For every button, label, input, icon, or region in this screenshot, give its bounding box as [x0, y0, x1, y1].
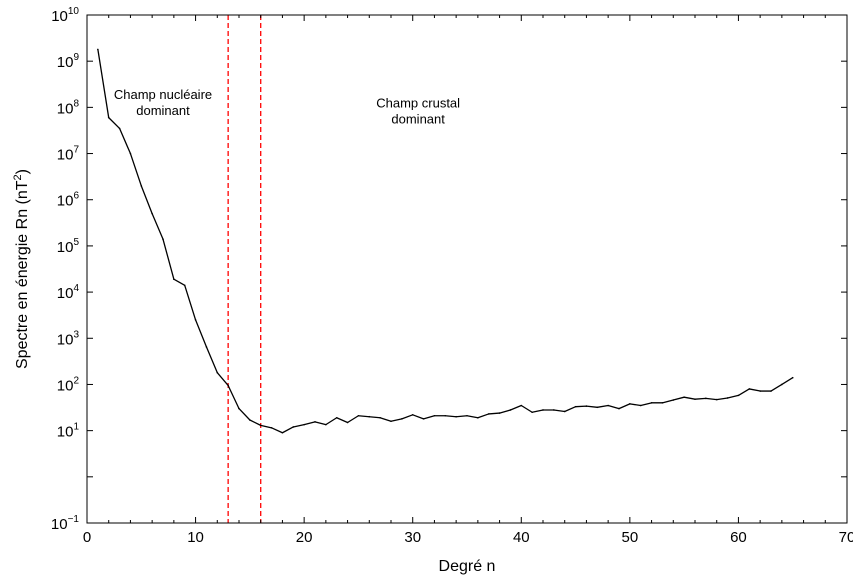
data-point	[238, 407, 240, 410]
y-tick-label: 107	[57, 145, 80, 164]
data-point	[97, 48, 99, 51]
data-point	[129, 152, 132, 155]
data-point	[422, 418, 425, 420]
data-point	[737, 394, 740, 397]
region-markers	[227, 15, 262, 523]
data-point	[596, 406, 599, 409]
data-point	[173, 278, 175, 281]
y-tick-label: 104	[57, 283, 80, 302]
data-point	[618, 407, 620, 410]
axis-ticks	[86, 14, 848, 524]
data-point	[357, 414, 360, 417]
data-point	[498, 412, 501, 414]
data-point	[216, 371, 219, 374]
data-point	[303, 423, 305, 426]
data-point	[553, 409, 555, 411]
data-point	[574, 405, 577, 408]
data-point	[455, 415, 457, 418]
data-point	[401, 418, 403, 420]
data-point	[683, 396, 685, 398]
data-point	[791, 376, 794, 379]
data-point	[433, 414, 436, 417]
data-point	[542, 409, 544, 411]
data-point	[444, 414, 447, 417]
data-point	[314, 421, 316, 423]
data-point	[335, 416, 338, 419]
series-layer	[97, 48, 794, 434]
x-tick-labels: 0 10 20 30 40 50 60 70	[83, 529, 853, 546]
data-point	[140, 185, 143, 187]
data-point	[726, 397, 729, 399]
y-tick-label: 108	[57, 98, 80, 117]
x-tick-label: 70	[839, 529, 853, 546]
data-point	[748, 388, 751, 390]
data-point	[520, 404, 523, 407]
data-point	[292, 426, 295, 428]
data-point	[563, 410, 566, 413]
x-tick-label: 40	[513, 529, 530, 546]
y-axis-label: Spectre en énergie Rn (nT2)	[12, 169, 31, 369]
y-tick-label: 1010	[51, 6, 79, 25]
data-point	[194, 319, 197, 321]
data-point	[770, 390, 772, 392]
data-point	[629, 403, 631, 405]
data-point	[162, 238, 164, 240]
y-tick-label: 102	[57, 375, 80, 394]
data-point	[585, 405, 588, 407]
y-tick-label: 106	[57, 191, 80, 210]
x-tick-label: 10	[187, 529, 204, 546]
x-tick-label: 50	[622, 529, 639, 546]
x-tick-label: 60	[730, 529, 747, 546]
data-point	[607, 404, 609, 407]
data-point	[325, 423, 327, 426]
annotation-2: Champ crustal dominant	[376, 95, 460, 126]
annotations: Champ nucléaire dominant Champ crustal domi…	[114, 87, 460, 126]
data-point	[715, 398, 718, 401]
data-point	[346, 421, 349, 424]
data-point	[249, 419, 251, 421]
data-point	[259, 424, 262, 427]
data-point	[227, 384, 229, 387]
annotation-1: Champ nucléaire dominant	[114, 87, 212, 118]
data-point	[650, 402, 653, 404]
y-tick-label: 103	[57, 329, 80, 348]
y-tick-label: 105	[57, 237, 80, 256]
data-point	[509, 409, 512, 411]
plot-frame	[86, 14, 848, 524]
x-tick-label: 20	[296, 529, 313, 546]
x-tick-label: 0	[83, 529, 91, 546]
data-point	[205, 346, 208, 348]
x-tick-label: 30	[404, 529, 421, 546]
data-point	[379, 416, 381, 419]
data-point	[390, 420, 392, 423]
x-axis-label: Degré n	[439, 558, 496, 575]
y-tick-label: 101	[57, 422, 80, 441]
data-point	[118, 127, 121, 130]
data-point	[368, 415, 371, 418]
data-point	[151, 212, 153, 215]
data-point	[705, 397, 707, 400]
data-point	[411, 414, 414, 416]
data-point	[107, 116, 110, 119]
data-point	[661, 402, 664, 404]
y-tick-label: 109	[57, 52, 80, 71]
data-point	[694, 398, 696, 400]
data-point	[639, 404, 642, 407]
data-point	[531, 411, 533, 414]
y-tick-labels: 10−1 101 102 103 104 105 106 107 108 109 1010	[51, 6, 80, 533]
data-point	[781, 383, 783, 386]
data-point	[477, 416, 479, 419]
data-point	[270, 427, 273, 429]
data-point	[281, 431, 284, 434]
data-point	[466, 414, 468, 417]
data-point	[759, 390, 761, 392]
data-point	[672, 399, 675, 401]
data-point	[183, 284, 186, 287]
y-tick-label: 10−1	[51, 514, 80, 533]
data-point	[487, 413, 490, 415]
